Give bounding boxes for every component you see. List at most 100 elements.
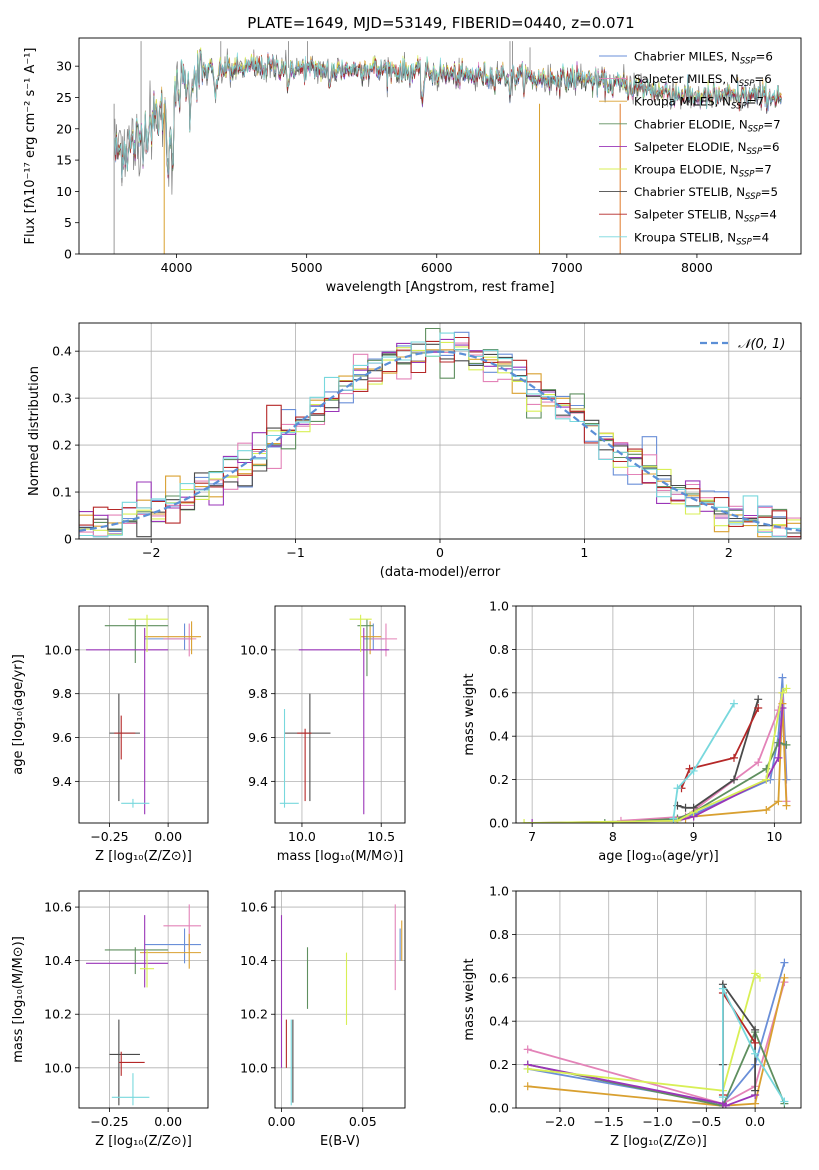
y-tick-label: 9.6 xyxy=(248,730,268,745)
y-tick-label: 10.4 xyxy=(44,953,72,968)
x-tick-label: −0.5 xyxy=(691,1114,721,1129)
age_vs_mass-plot-area xyxy=(279,614,398,815)
axes-frame xyxy=(78,37,802,255)
weight-line-chabrier-elodie xyxy=(527,1029,786,1107)
y-tick-label: 0.2 xyxy=(489,1057,509,1072)
legend-entry-chabrier-elodie: Chabrier ELODIE, NSSP=7 xyxy=(634,117,781,134)
weight-marker-kroupa-elodie xyxy=(673,816,682,823)
weight-line-kroupa-stelib xyxy=(722,988,786,1102)
weight-marker-kroupa-stelib xyxy=(751,1049,760,1058)
gaussian-curve xyxy=(79,350,801,532)
y-tick-label: 10.2 xyxy=(44,1007,72,1022)
legend-entry-salpeter-elodie: Salpeter ELODIE, NSSP=6 xyxy=(634,140,779,157)
weight-marker-kroupa-elodie xyxy=(751,969,760,978)
weight-marker-chabrier-miles xyxy=(780,958,789,967)
y-tick-label: 0.6 xyxy=(489,685,509,700)
weight-marker-salpeter-miles xyxy=(523,1045,532,1054)
legend-entry-gaussian: 𝒩(0, 1) xyxy=(738,337,785,352)
mass_weight_vs_Z-ticks: −2.0 −1.5 −1.0 −0.5 0.0 0.0 0.2 0.4 0.6 0.8 1.0 xyxy=(489,884,765,1130)
x-tick-label: 8 xyxy=(609,829,617,844)
age_vs_mass-ticks: 10.0 10.5 9.4 9.6 9.8 10.0 xyxy=(240,642,395,844)
weight-marker-kroupa-miles xyxy=(774,797,783,806)
weight-marker-chabrier-stelib xyxy=(751,1086,760,1095)
spectrum-legend: Chabrier MILES, NSSP=6 Salpeter MILES, NS… xyxy=(599,50,781,247)
x-tick-label: −0.25 xyxy=(90,1114,128,1129)
legend-entry-chabrier-miles: Chabrier MILES, NSSP=6 xyxy=(634,50,773,67)
weight-marker-salpeter-elodie xyxy=(528,819,537,823)
weight-marker-chabrier-stelib xyxy=(754,695,763,704)
age_vs_mass-axes: 10.0 10.5 9.4 9.6 9.8 10.0 mass [log₁₀(M/M⊙)] xyxy=(240,605,406,864)
weight-marker-kroupa-stelib xyxy=(673,784,682,793)
spectrum-ticks: 4000 5000 6000 7000 8000 0 5 10 15 20 25 30 xyxy=(56,59,713,275)
y-tick-label: 0.1 xyxy=(52,485,72,500)
y-tick-label: 0.4 xyxy=(489,1014,509,1029)
mass_vs_Z-ticks: −0.25 0.00 10.0 10.2 10.4 10.6 xyxy=(44,900,182,1129)
x-axis-label: mass [log₁₀(M/M⊙)] xyxy=(277,849,404,864)
model-spectrum-kroupa-elodie xyxy=(113,47,782,176)
y-tick-label: 0.3 xyxy=(52,391,72,406)
x-tick-label: 4000 xyxy=(161,260,193,275)
weight-marker-salpeter-miles xyxy=(754,758,763,767)
spectrum-axes: 4000 5000 6000 7000 8000 0 5 10 15 20 25 30 waveleng… xyxy=(23,37,802,295)
weight-marker-chabrier-stelib xyxy=(729,775,738,784)
mass_weight_vs_age-plot-area xyxy=(520,673,791,823)
weight-marker-kroupa-miles xyxy=(523,1082,532,1091)
weight-line-kroupa-miles xyxy=(527,977,786,1107)
axes-frame xyxy=(274,605,406,824)
y-axis-label: mass weight xyxy=(462,958,477,1040)
figure-title: PLATE=1649, MJD=53149, FIBERID=0440, z=0… xyxy=(247,14,634,32)
x-axis-label: (data-model)/error xyxy=(380,565,501,580)
weight-marker-salpeter-stelib xyxy=(754,703,763,712)
weight-marker-kroupa-stelib xyxy=(689,766,698,775)
spectrum-plot-area xyxy=(113,41,782,254)
axes-frame xyxy=(274,890,406,1109)
x-axis-label: E(B-V) xyxy=(320,1134,360,1149)
weight-marker-kroupa-elodie xyxy=(778,688,787,697)
x-tick-label: 0.00 xyxy=(154,1114,182,1129)
y-tick-label: 9.6 xyxy=(52,730,72,745)
weight-line-salpeter-miles xyxy=(527,981,786,1105)
mass_vs_ebv-plot-area xyxy=(280,904,403,1106)
weight-marker-kroupa-elodie xyxy=(756,973,765,982)
weight-marker-kroupa-elodie xyxy=(520,819,529,823)
y-tick-label: 10.0 xyxy=(240,1060,268,1075)
x-tick-label: −0.25 xyxy=(90,829,128,844)
y-tick-label: 9.4 xyxy=(248,774,268,789)
x-tick-label: 9 xyxy=(690,829,698,844)
y-axis-label: Flux [fλ10⁻¹⁷ erg cm⁻² s⁻¹ A⁻¹] xyxy=(23,48,38,245)
y-axis-label: Normed distribution xyxy=(27,366,42,496)
weight-marker-salpeter-elodie xyxy=(721,1101,730,1108)
x-tick-label: 10.0 xyxy=(288,829,316,844)
age_vs_Z-axes: −0.25 0.00 9.4 9.6 9.8 10.0 Z [log₁₀(Z/Z⊙)] age… xyxy=(11,605,209,864)
weight-marker-kroupa-miles xyxy=(780,973,789,982)
weight-line-salpeter-stelib xyxy=(680,707,760,789)
y-axis-label: mass [log₁₀(M/M⊙)] xyxy=(11,936,26,1063)
y-tick-label: 0.2 xyxy=(52,438,72,453)
legend-entry-kroupa-stelib: Kroupa STELIB, NSSP=4 xyxy=(634,230,769,247)
weight-line-salpeter-elodie xyxy=(527,1063,756,1107)
weight-marker-chabrier-stelib xyxy=(689,803,698,812)
y-tick-label: 10.0 xyxy=(44,642,72,657)
y-tick-label: 9.8 xyxy=(52,686,72,701)
histogram-kroupa-stelib xyxy=(79,332,801,538)
y-tick-label: 25 xyxy=(56,90,72,105)
x-axis-label: wavelength [Angstrom, rest frame] xyxy=(326,280,555,295)
weight-marker-salpeter-stelib xyxy=(729,753,738,762)
y-tick-label: 9.4 xyxy=(52,774,72,789)
x-tick-label: 0.00 xyxy=(154,829,182,844)
x-tick-label: 1 xyxy=(580,545,588,560)
y-tick-label: 0.6 xyxy=(489,970,509,985)
y-axis-label: age [log₁₀(age/yr)] xyxy=(11,654,26,775)
y-tick-label: 0 xyxy=(64,532,72,547)
y-tick-label: 10.0 xyxy=(44,1060,72,1075)
weight-marker-kroupa-elodie xyxy=(782,684,791,693)
y-tick-label: 0.8 xyxy=(489,927,509,942)
weight-marker-chabrier-stelib xyxy=(681,803,690,812)
x-tick-label: 2 xyxy=(725,545,733,560)
x-tick-label: −1.5 xyxy=(594,1114,624,1129)
weight-marker-kroupa-elodie xyxy=(762,775,771,784)
weight-marker-chabrier-elodie xyxy=(782,740,791,749)
weight-marker-kroupa-stelib xyxy=(669,814,678,823)
model-spectrum-kroupa-stelib xyxy=(113,49,782,179)
